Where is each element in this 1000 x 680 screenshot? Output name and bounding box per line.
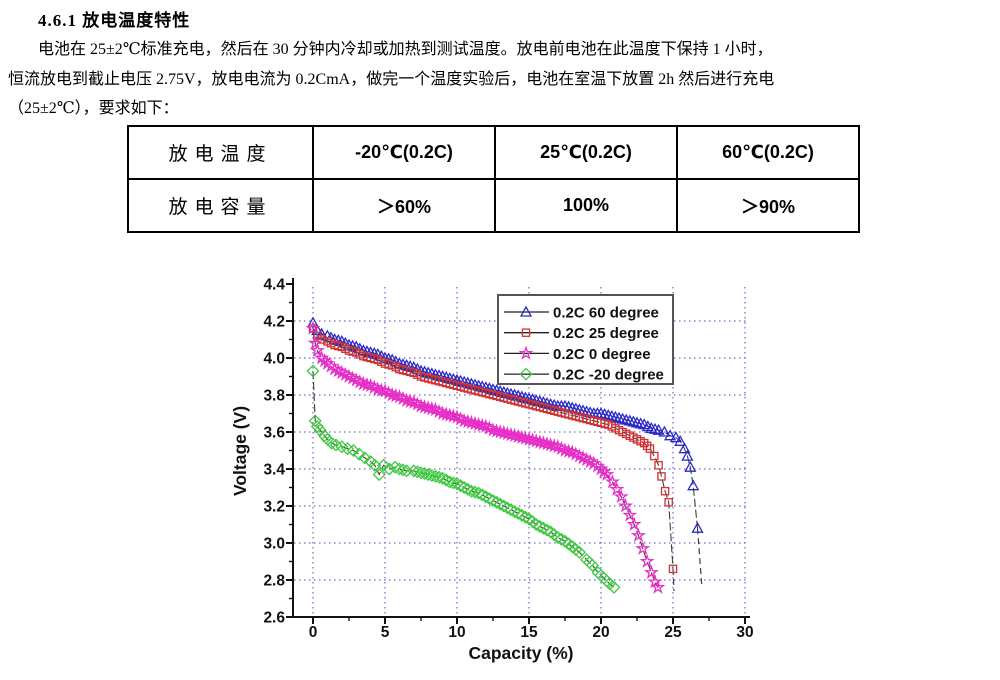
svg-text:4.4: 4.4 [263,277,285,294]
svg-text:3.2: 3.2 [263,499,285,516]
svg-text:0.2C 60 degree: 0.2C 60 degree [553,305,659,322]
svg-text:3.0: 3.0 [263,536,285,553]
svg-text:0.2C 0 degree: 0.2C 0 degree [553,346,651,363]
table-cell: 25℃(0.2C) [494,125,678,180]
y-axis-title: Voltage (V) [230,406,250,496]
table-cell: 100% [494,178,678,233]
discharge-curve-chart: 2.6 2.8 3.0 3.2 3.4 3.6 3.8 4.0 4.2 4.4 0 5 10 15 20 25… [230,277,754,664]
svg-text:0.2C 25 degree: 0.2C 25 degree [553,325,659,342]
table-cell: 放电容量 [127,178,314,233]
table-cell: -20℃(0.2C) [312,125,496,180]
series-0.2C--20-degree [306,364,621,594]
svg-text:4.2: 4.2 [263,314,285,331]
body-paragraph: 电池在 25±2℃标准充电，然后在 30 分钟内冷却或加热到测试温度。放电前电池… [8,35,994,124]
paragraph-line: （25±2℃），要求如下： [8,100,179,117]
svg-text:3.6: 3.6 [263,425,285,442]
series-0.2C-0-degree [305,320,666,594]
paragraph-line: 恒流放电到截止电压 2.75V，放电电流为 0.2CmA，做完一个温度实验后，电… [8,70,775,88]
legend: 0.2C 60 degree 0.2C 25 degree 0.2C 0 degre… [497,294,674,385]
svg-text:5: 5 [381,624,390,641]
svg-text:2.8: 2.8 [263,573,285,590]
table-cell: ＞90% [676,178,860,233]
svg-text:0.2C -20 degree: 0.2C -20 degree [553,367,664,384]
series-0.2C-25-degree [308,324,678,592]
table-row: 放电容量 ＞60% 100% ＞90% [127,178,860,233]
section-heading: 4.6.1 放电温度特性 [38,11,191,30]
svg-text:25: 25 [664,624,682,641]
svg-text:3.4: 3.4 [263,462,285,479]
svg-text:2.6: 2.6 [263,610,285,627]
svg-text:20: 20 [592,624,609,641]
spec-table: 放电温度 -20℃(0.2C) 25℃(0.2C) 60℃(0.2C) 放电容量… [127,125,860,233]
table-cell: 放电温度 [127,125,314,180]
axes: 2.6 2.8 3.0 3.2 3.4 3.6 3.8 4.0 4.2 4.4 0 5 10 15 20 25… [230,277,754,664]
svg-text:10: 10 [448,624,465,641]
svg-text:15: 15 [520,624,538,641]
svg-text:3.8: 3.8 [263,388,285,405]
table-cell: ＞60% [312,178,496,233]
table-cell: 60℃(0.2C) [676,125,860,180]
table-row: 放电温度 -20℃(0.2C) 25℃(0.2C) 60℃(0.2C) [127,125,860,180]
paragraph-line: 电池在 25±2℃标准充电，然后在 30 分钟内冷却或加热到测试温度。放电前电池… [38,41,773,58]
svg-text:0: 0 [309,624,318,641]
x-axis-title: Capacity (%) [468,643,573,663]
svg-text:30: 30 [736,624,753,641]
svg-text:4.0: 4.0 [263,351,285,368]
